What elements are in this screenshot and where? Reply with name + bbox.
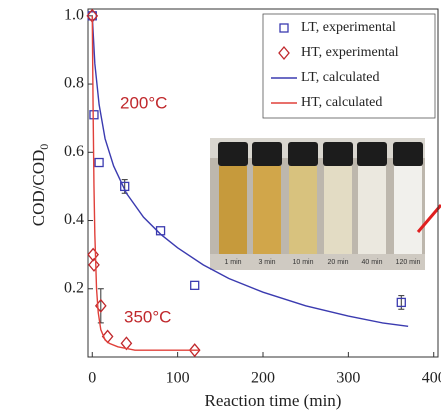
x-tick-label: 200 [251, 370, 275, 387]
y-axis-label-main: COD/COD [29, 150, 48, 227]
y-tick-label: 0.8 [64, 75, 84, 92]
legend-label: HT, experimental [301, 45, 399, 60]
annotation: 200°C [120, 93, 167, 112]
y-tick-label: 0.4 [64, 211, 84, 228]
inset-label: 120 min [396, 259, 421, 266]
x-tick-label: 400 [422, 370, 441, 387]
data-point [88, 249, 98, 261]
inset-photo: 1 min 3 min 10 min 20 min 40 min 120 min [210, 138, 425, 270]
error-bar [398, 296, 404, 310]
legend-label: HT, calculated [301, 95, 382, 110]
legend-label: LT, calculated [301, 70, 380, 85]
inset-label: 10 min [292, 259, 313, 266]
inset-label: 20 min [327, 259, 348, 266]
legend-label: LT, experimental [301, 20, 396, 35]
series [87, 10, 199, 356]
x-tick-label: 0 [88, 370, 96, 387]
data-point [191, 281, 199, 289]
chart: 1 min 3 min 10 min 20 min 40 min 120 min 1.0 0… [0, 0, 441, 415]
annotation: 350°C [124, 307, 171, 326]
inset-label: 3 min [258, 259, 275, 266]
inset-label: 1 min [224, 259, 241, 266]
fit-line [92, 16, 199, 350]
y-tick-label: 1.0 [64, 6, 84, 23]
y-axis-label-sub: 0 [37, 144, 51, 150]
y-axis-label: COD/COD0 [29, 144, 51, 227]
data-point [90, 111, 98, 119]
data-point [95, 159, 103, 167]
y-tick-label: 0.2 [64, 279, 84, 296]
y-tick-label: 0.6 [64, 143, 84, 160]
data-point [89, 259, 99, 271]
x-axis-label: Reaction time (min) [205, 391, 342, 410]
x-tick-label: 100 [166, 370, 190, 387]
x-tick-label: 300 [336, 370, 360, 387]
series [92, 16, 199, 350]
inset-label: 40 min [361, 259, 382, 266]
